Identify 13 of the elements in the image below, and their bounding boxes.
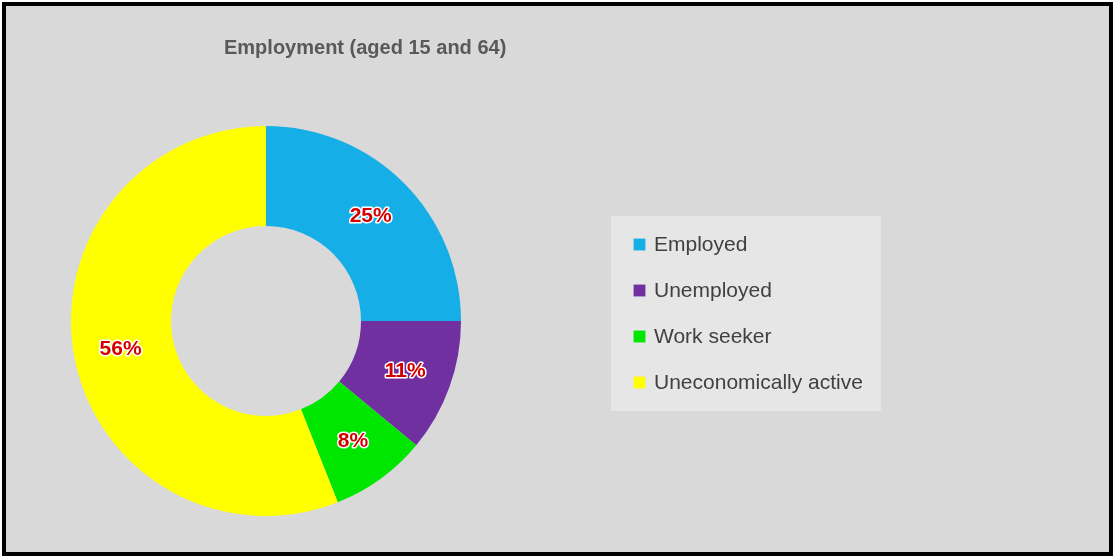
donut-slice (71, 126, 338, 516)
donut-slice (266, 126, 461, 321)
legend-label: Uneconomically active (654, 369, 863, 393)
data-label: 25% (349, 203, 392, 227)
data-label: 8% (337, 427, 369, 451)
legend-label: Work seeker (654, 323, 772, 347)
chart-title: Employment (aged 15 and 64) (224, 36, 507, 58)
legend-label: Employed (654, 231, 748, 255)
legend-label: Unemployed (654, 277, 772, 301)
donut-slice (339, 321, 461, 446)
data-label: 56% (99, 335, 142, 359)
donut-slice (300, 381, 417, 503)
data-label: 11% (384, 358, 427, 382)
